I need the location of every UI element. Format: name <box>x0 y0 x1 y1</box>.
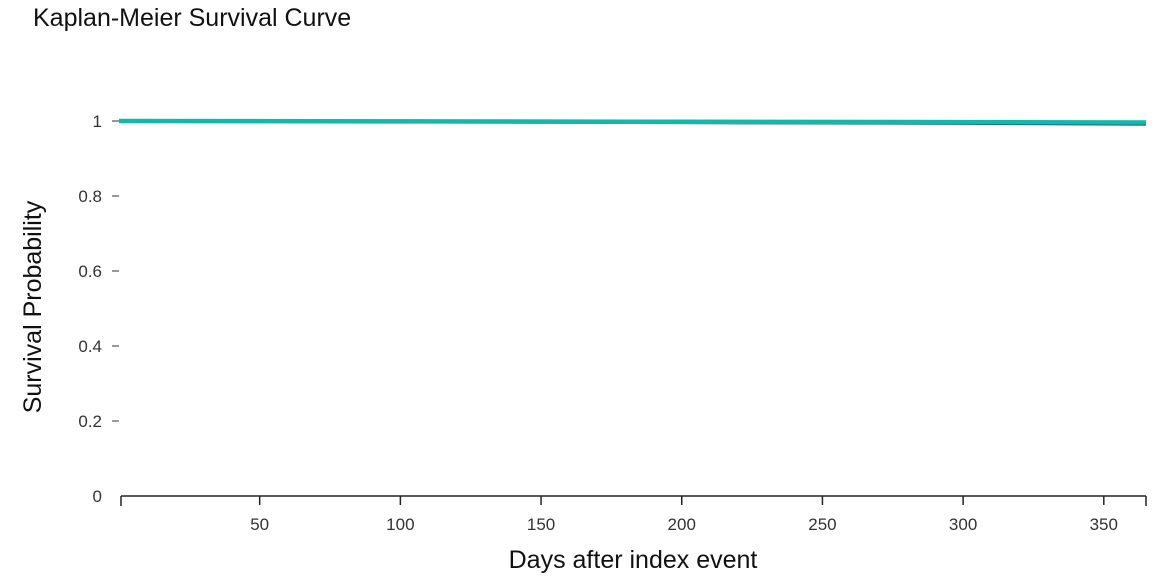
x-tick-label: 250 <box>808 515 836 534</box>
y-tick-label: 0.4 <box>78 337 102 356</box>
y-tick-label: 0.2 <box>78 412 102 431</box>
x-axis-title: Days after index event <box>509 546 758 574</box>
y-axis: 0 0.2 0.4 0.6 0.8 1 <box>78 112 119 506</box>
series-layer <box>118 118 1147 126</box>
y-tick-label: 0 <box>93 487 102 506</box>
x-tick-label: 300 <box>949 515 977 534</box>
y-tick-label: 0.8 <box>78 187 102 206</box>
x-axis: 50 100 150 200 250 300 350 <box>120 495 1147 534</box>
x-tick-label: 50 <box>250 515 269 534</box>
x-tick-label: 200 <box>668 515 696 534</box>
x-tick-label: 150 <box>527 515 555 534</box>
y-tick-label: 1 <box>93 112 102 131</box>
x-tick-label: 350 <box>1090 515 1118 534</box>
y-tick-label: 0.6 <box>78 262 102 281</box>
chart-title: Kaplan-Meier Survival Curve <box>33 4 352 32</box>
y-axis-title: Survival Probability <box>19 200 47 413</box>
survival-curve-2 <box>118 118 1147 125</box>
x-tick-label: 100 <box>386 515 414 534</box>
